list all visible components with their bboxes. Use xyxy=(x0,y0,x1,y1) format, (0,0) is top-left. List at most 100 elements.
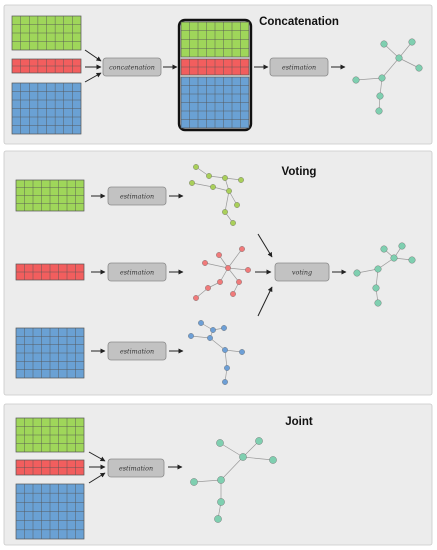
arrow-blue-graph-to-voting xyxy=(257,286,273,317)
concatenated-matrix-frame xyxy=(177,18,253,132)
concatenated-matrix-red xyxy=(180,58,250,76)
graph-node xyxy=(206,173,212,179)
graph-edge xyxy=(355,77,383,81)
graph-node xyxy=(372,284,380,292)
graph-node xyxy=(395,54,403,62)
joint-estimation-box xyxy=(107,458,165,478)
graph-node xyxy=(222,209,228,215)
matrix-blue-input xyxy=(11,82,82,135)
graph-edge xyxy=(227,248,243,269)
concatenation-box-label: concatenation xyxy=(109,64,155,72)
graph-edge xyxy=(224,190,230,213)
graph-edge xyxy=(191,182,214,188)
graph-node xyxy=(352,76,360,84)
graph-node xyxy=(224,365,230,371)
graph-node xyxy=(378,74,386,82)
voting-box-label: voting xyxy=(292,269,312,277)
graph-node xyxy=(353,269,361,277)
concatenated-matrix-blue xyxy=(180,76,250,129)
panel-title-voting: Voting xyxy=(282,166,317,178)
graph-node xyxy=(222,347,228,353)
arrow-green-to-concatenation xyxy=(84,49,102,62)
graph-node xyxy=(239,246,245,252)
graph-red-estimate xyxy=(193,246,251,301)
graph-node xyxy=(216,252,222,258)
graph-node xyxy=(189,180,195,186)
graph-node xyxy=(376,92,384,100)
graph-node xyxy=(374,265,382,273)
graph-edge xyxy=(204,262,229,269)
graph-node xyxy=(207,335,213,341)
graph-edge xyxy=(227,267,240,283)
graph-node xyxy=(255,437,263,445)
matrix-green-joint xyxy=(15,417,85,453)
graph-node xyxy=(398,242,406,250)
arrow-green-to-joint-estimation xyxy=(88,451,106,462)
graph-node xyxy=(198,320,204,326)
graph-node xyxy=(230,291,236,297)
graph-edge xyxy=(209,337,226,351)
matrix-blue-voting xyxy=(15,327,85,379)
graph-node xyxy=(408,256,416,264)
graph-node xyxy=(222,175,228,181)
graph-node xyxy=(214,515,222,523)
matrix-red-input xyxy=(11,58,82,74)
graph-node xyxy=(415,64,423,72)
voting-estimation-box-blue xyxy=(107,341,167,361)
graph-edge xyxy=(193,479,222,483)
arrow-blue-to-joint-estimation xyxy=(88,472,106,484)
graph-node xyxy=(202,260,208,266)
graph-node xyxy=(188,333,194,339)
panel-joint xyxy=(3,403,433,546)
graph-edge xyxy=(190,335,211,339)
graph-node xyxy=(269,456,277,464)
graph-concatenation-result xyxy=(352,38,423,115)
matrix-red-joint xyxy=(15,459,85,476)
graph-node xyxy=(217,279,223,285)
graph-edge xyxy=(224,349,228,369)
voting-estimation-box-green xyxy=(107,186,167,206)
graph-node xyxy=(225,265,231,271)
graph-voting-result xyxy=(353,242,416,307)
graph-node xyxy=(380,245,388,253)
graph-node xyxy=(193,295,199,301)
matrix-red-voting xyxy=(15,263,85,281)
graph-blue-estimate xyxy=(188,320,245,385)
graph-node xyxy=(226,188,232,194)
graph-node xyxy=(375,107,383,115)
graph-node xyxy=(205,285,211,291)
graph-node xyxy=(222,379,228,385)
graph-node xyxy=(408,38,416,46)
graph-node xyxy=(234,202,240,208)
graph-green-estimate xyxy=(189,164,244,226)
concatenated-matrix-green xyxy=(180,21,250,58)
joint-estimation-label: estimation xyxy=(119,465,153,473)
concatenation-estimation-label: estimation xyxy=(282,64,316,72)
graph-node xyxy=(210,327,216,333)
graph-edge xyxy=(219,442,244,458)
graph-node xyxy=(390,254,398,262)
arrow-blue-to-concatenation xyxy=(84,72,102,83)
concatenation-box xyxy=(102,57,162,77)
graph-node xyxy=(245,267,251,273)
graph-node xyxy=(190,478,198,486)
concatenation-estimation-box xyxy=(269,57,329,77)
graph-edge xyxy=(227,267,249,271)
graph-node xyxy=(238,177,244,183)
voting-estimation-label-blue: estimation xyxy=(120,348,154,356)
graph-node xyxy=(217,476,225,484)
panel-voting xyxy=(3,150,433,396)
graph-edge xyxy=(398,57,420,69)
graph-node xyxy=(380,40,388,48)
graph-node xyxy=(374,299,382,307)
matrix-blue-joint xyxy=(15,483,85,540)
graph-edge xyxy=(220,456,244,481)
arrow-green-graph-to-voting xyxy=(257,233,273,258)
graph-joint-result xyxy=(190,437,277,523)
matrix-green-input xyxy=(11,15,82,51)
voting-box xyxy=(274,262,330,282)
graph-node xyxy=(216,439,224,447)
matrix-green-voting xyxy=(15,179,85,212)
graph-edge xyxy=(381,57,400,79)
